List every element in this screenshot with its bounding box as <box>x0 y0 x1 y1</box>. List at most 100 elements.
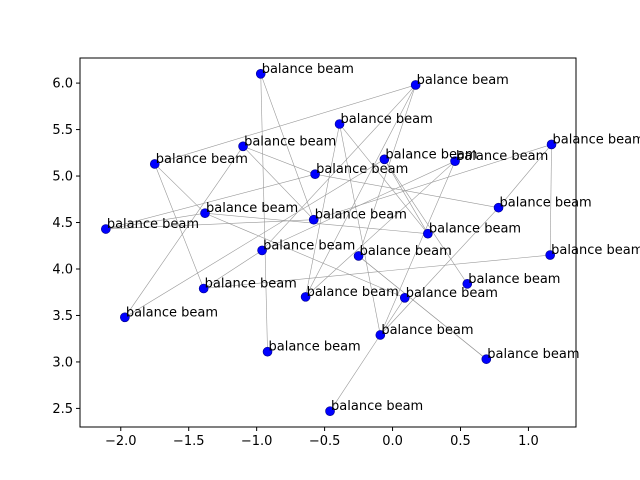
point-label-5: balance beam <box>385 147 477 162</box>
point-label-2: balance beam <box>341 112 433 127</box>
point-19 <box>300 292 311 302</box>
point-17 <box>462 279 473 289</box>
edge-2 <box>305 84 416 298</box>
edges-layer <box>105 73 552 412</box>
point-9 <box>493 202 504 213</box>
edge-11 <box>124 159 385 318</box>
point-label-10: balance beam <box>206 201 298 216</box>
point-label-3: balance beam <box>553 132 640 147</box>
y-axis-ticks: 2.5 3.0 3.5 4.0 4.5 5.0 5.5 6.0 <box>52 77 80 417</box>
point-label-7: balance beam <box>156 152 248 167</box>
point-0 <box>255 69 266 79</box>
edge-17 <box>154 163 204 289</box>
y-tick-label-3: 4.0 <box>52 262 73 277</box>
point-label-4: balance beam <box>244 134 336 149</box>
point-14 <box>257 245 267 256</box>
point-13 <box>423 228 433 239</box>
point-3 <box>546 139 557 150</box>
point-label-1: balance beam <box>417 73 509 88</box>
point-label-8: balance beam <box>316 162 408 177</box>
point-12 <box>101 224 111 234</box>
edge-28 <box>203 254 551 289</box>
point-label-16: balance beam <box>360 244 452 259</box>
y-tick-label-0: 2.5 <box>52 402 73 417</box>
x-tick-label-1: −1.5 <box>173 434 205 449</box>
edge-6 <box>339 123 381 336</box>
point-24 <box>481 354 492 364</box>
edge-34 <box>154 84 416 165</box>
point-label-20: balance beam <box>406 286 498 301</box>
y-tick-label-6: 5.5 <box>52 123 73 138</box>
y-tick-label-2: 3.5 <box>52 309 73 324</box>
x-tick-label-2: −1.0 <box>241 434 273 449</box>
x-tick-label-0: −2.0 <box>105 434 137 449</box>
edge-30 <box>380 161 456 336</box>
point-22 <box>375 330 386 340</box>
point-label-0: balance beam <box>262 62 354 77</box>
point-15 <box>545 250 555 260</box>
point-label-13: balance beam <box>429 222 521 237</box>
point-20 <box>399 293 410 303</box>
x-tick-label-6: 1.0 <box>518 434 539 449</box>
point-label-19: balance beam <box>307 285 399 300</box>
point-16 <box>353 251 364 261</box>
point-label-18: balance beam <box>205 277 297 292</box>
axes-frame <box>79 57 577 428</box>
edge-9 <box>242 146 316 175</box>
edge-18 <box>105 173 316 230</box>
x-tick-label-3: −0.5 <box>309 434 341 449</box>
edge-25 <box>105 219 314 230</box>
point-10 <box>200 208 210 219</box>
y-tick-label-1: 3.0 <box>52 355 73 370</box>
point-label-25: balance beam <box>331 399 423 414</box>
edge-3 <box>358 84 416 257</box>
y-tick-label-5: 5.0 <box>52 170 73 185</box>
edge-31 <box>358 255 487 360</box>
point-2 <box>334 119 345 129</box>
edge-26 <box>203 250 263 289</box>
point-6 <box>450 156 460 166</box>
point-1 <box>410 80 421 90</box>
x-axis-ticks: −2.0 −1.5 −1.0 −0.5 0.0 0.5 1.0 <box>105 427 539 449</box>
point-label-17: balance beam <box>468 272 560 287</box>
point-5 <box>379 154 390 165</box>
point-8 <box>310 169 320 179</box>
point-11 <box>308 214 319 225</box>
edge-10 <box>124 146 244 318</box>
edge-8 <box>498 144 552 208</box>
point-25 <box>325 406 335 416</box>
x-tick-label-5: 0.5 <box>450 434 471 449</box>
point-label-9: balance beam <box>500 196 592 211</box>
edge-32 <box>339 123 429 234</box>
edge-16 <box>154 163 206 214</box>
edge-12 <box>384 159 468 285</box>
point-label-24: balance beam <box>487 347 579 362</box>
edge-4 <box>261 84 416 251</box>
edge-20 <box>380 207 499 336</box>
point-label-11: balance beam <box>315 208 407 223</box>
point-7 <box>149 159 160 169</box>
point-21 <box>120 312 130 323</box>
edge-29 <box>329 297 406 412</box>
point-23 <box>262 346 273 357</box>
point-label-6: balance beam <box>456 149 548 164</box>
y-tick-label-4: 4.5 <box>52 216 73 231</box>
point-label-22: balance beam <box>381 323 473 338</box>
point-label-12: balance beam <box>107 217 199 232</box>
point-label-14: balance beam <box>263 238 355 253</box>
points-layer <box>101 69 557 416</box>
edge-19 <box>315 173 499 208</box>
edge-13 <box>384 159 429 234</box>
point-label-15: balance beam <box>551 243 640 258</box>
edge-7 <box>549 144 552 256</box>
x-tick-label-4: 0.0 <box>382 434 403 449</box>
edge-33 <box>242 146 314 220</box>
point-4 <box>238 141 248 152</box>
edge-0 <box>260 73 268 352</box>
edge-24 <box>313 144 552 221</box>
edge-5 <box>305 123 340 297</box>
edge-21 <box>105 212 206 230</box>
edge-1 <box>260 73 315 220</box>
